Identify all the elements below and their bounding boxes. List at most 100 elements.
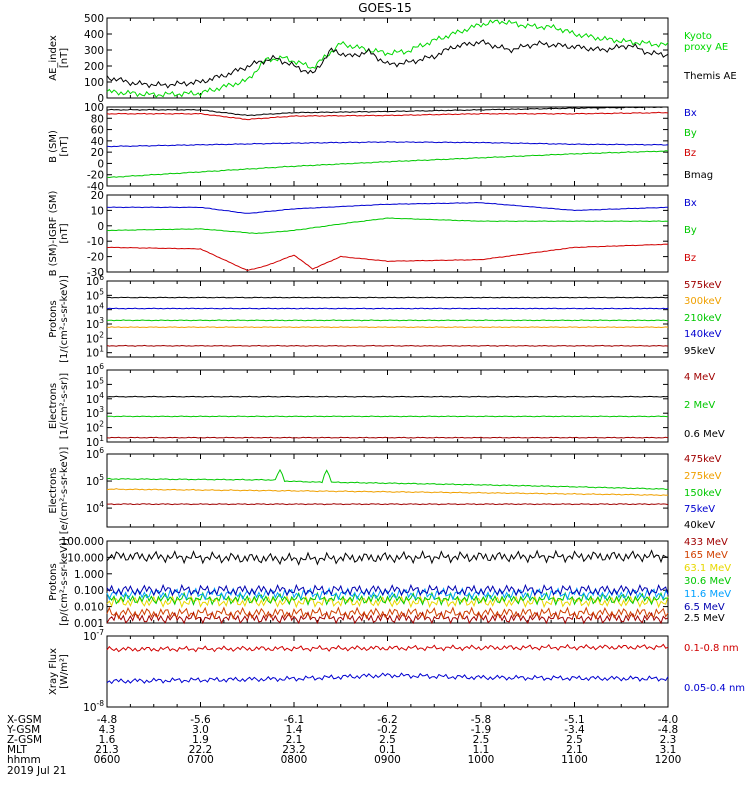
x-row-value: -3.4 [564,724,585,736]
series-line-themis-ae [106,39,669,89]
legend-0-1-0-8-nm: 0.1-0.8 nm [684,643,739,654]
series-line-kyoto-proxy-ae [106,19,669,99]
series-line-300kev [106,326,669,329]
x-row-value: 1200 [655,754,682,766]
x-row-value: 1.4 [286,724,303,736]
legend-2-5-mev: 2.5 MeV [684,613,725,624]
panel-frame [106,106,669,187]
x-row-value: -4.8 [97,714,118,726]
y-axis-label: B (SM)[nT] [48,130,70,163]
series-line-0-1-0-8-nm [106,643,669,653]
series-line-11-6-mev [106,586,669,601]
series-line-by [106,217,669,235]
x-row-value: -4.0 [658,714,679,726]
series-line-bz [107,243,669,272]
panel-frame [106,17,669,99]
y-tick-label: -40 [87,181,104,193]
legend-0-05-0-4-nm: 0.05-0.4 nm [684,683,745,694]
x-row-value: 0900 [374,754,401,766]
y-tick-label: 105 [86,473,104,488]
y-tick-label: 100.000 [61,536,104,548]
y-tick-label: 500 [84,13,104,25]
y-tick-label: 105 [86,287,104,302]
x-row-value: 1100 [561,754,588,766]
y-tick-label: 100 [84,102,104,114]
x-row-value: 4.3 [99,724,116,736]
legend-bz: Bz [684,253,696,264]
panel-frame [106,635,669,708]
legend-4-mev: 4 MeV [684,372,715,383]
series-line-by [106,150,669,179]
series-line-bmag [106,106,669,117]
x-row-value: -5.6 [190,714,211,726]
x-row-label-x-gsm: X-GSM [7,714,42,726]
legend-40kev: 40keV [684,520,715,531]
panel-8: 10-8 10-7 Xray Flux[W/m²] 0.1-0.8 nm 0.05-0.… [48,628,745,714]
y-tick-label: 105 [86,376,104,391]
series-line-275kev [106,488,669,497]
y-tick-label: 0.001 [74,618,104,630]
legend-bx: Bx [684,198,697,209]
y-tick-label: 10-7 [83,628,104,643]
y-tick-label: 104 [86,302,104,317]
x-row-value: 3.0 [192,724,209,736]
legend-140kev: 140keV [684,329,722,340]
y-tick-label: 0 [97,158,104,170]
y-tick-label: 106 [86,362,104,377]
x-row-value: -5.8 [471,714,492,726]
y-axis-label: Protons[1/(cm²-s-sr-keV)] [48,275,70,363]
legend-210kev: 210keV [684,313,722,324]
y-tick-label: 106 [86,446,104,461]
panel-5: 101102103104105106Electrons[1/(cm²-s-sr)… [48,362,725,449]
x-row-value: 0700 [187,754,214,766]
x-row-value: 3.1 [660,744,677,756]
legend-75kev: 75keV [684,504,715,515]
y-tick-label: 20 [91,147,104,159]
y-tick-label: -30 [87,267,104,279]
series-line-30-6-mev [106,591,669,606]
series-line-63-1-mev [106,595,669,609]
legend-11-6-mev: 11.6 MeV [684,589,731,600]
panel-3: -30 -20 -10 0 10 20 B (SM)-IGRF (SM)[nT] Bx By Bz [48,190,697,279]
date-label: 2019 Jul 21 [7,765,66,777]
series-line-0-6-mev [106,395,669,398]
y-axis-label: AE_index[nT] [48,35,70,81]
y-axis-label: Electrons[1/(cm²-s-sr)] [48,373,70,439]
x-row-value: 0.1 [379,744,396,756]
panel-frame [106,194,669,273]
legend-bmag: Bmag [684,170,713,181]
y-tick-label: 104 [86,391,104,406]
y-tick-label: 0.010 [74,602,104,614]
legend-6-5-mev: 6.5 MeV [684,602,725,613]
legend-275kev: 275keV [684,471,722,482]
y-tick-label: -10 [87,236,104,248]
y-axis-label: Xray Flux[W/m²] [48,648,70,695]
y-tick-label: 103 [86,316,104,331]
y-tick-label: 0 [97,93,104,105]
series-line-95kev [106,296,669,299]
panel-6: 104 105 106 Electrons[e/(cm²-s-sr-keV)] 475k… [48,446,722,534]
y-axis-label: Protons[p/(cm²-s-sr-keV)] [48,538,70,626]
series-line-140kev [106,307,669,310]
x-row-value: 0600 [94,754,121,766]
legend-0-6-mev: 0.6 MeV [684,429,725,440]
x-row-value: 1.9 [192,734,209,746]
legend-bx: Bx [684,108,697,119]
x-row-value: 1.1 [473,744,490,756]
panel-frame [106,540,669,624]
legend-165-mev: 165 MeV [684,550,728,561]
panel-frame [106,453,669,528]
legend-bz: Bz [684,148,696,159]
y-axis-label: B (SM)-IGRF (SM)[nT] [48,191,70,277]
series-line-210kev [106,319,669,322]
y-tick-label: 20 [91,190,104,202]
legend-30-6-mev: 30.6 MeV [684,576,731,587]
y-tick-label: -20 [87,170,104,182]
series-line-0-05-0-4-nm [106,672,669,685]
x-row-value: -1.9 [471,724,492,736]
legend-63-1-mev: 63.1 MeV [684,563,731,574]
panel-1: 0 100 200 300 400 500 AE_index[nT] Kyoto proxy A… [48,13,737,105]
legend-95kev: 95keV [684,346,715,357]
